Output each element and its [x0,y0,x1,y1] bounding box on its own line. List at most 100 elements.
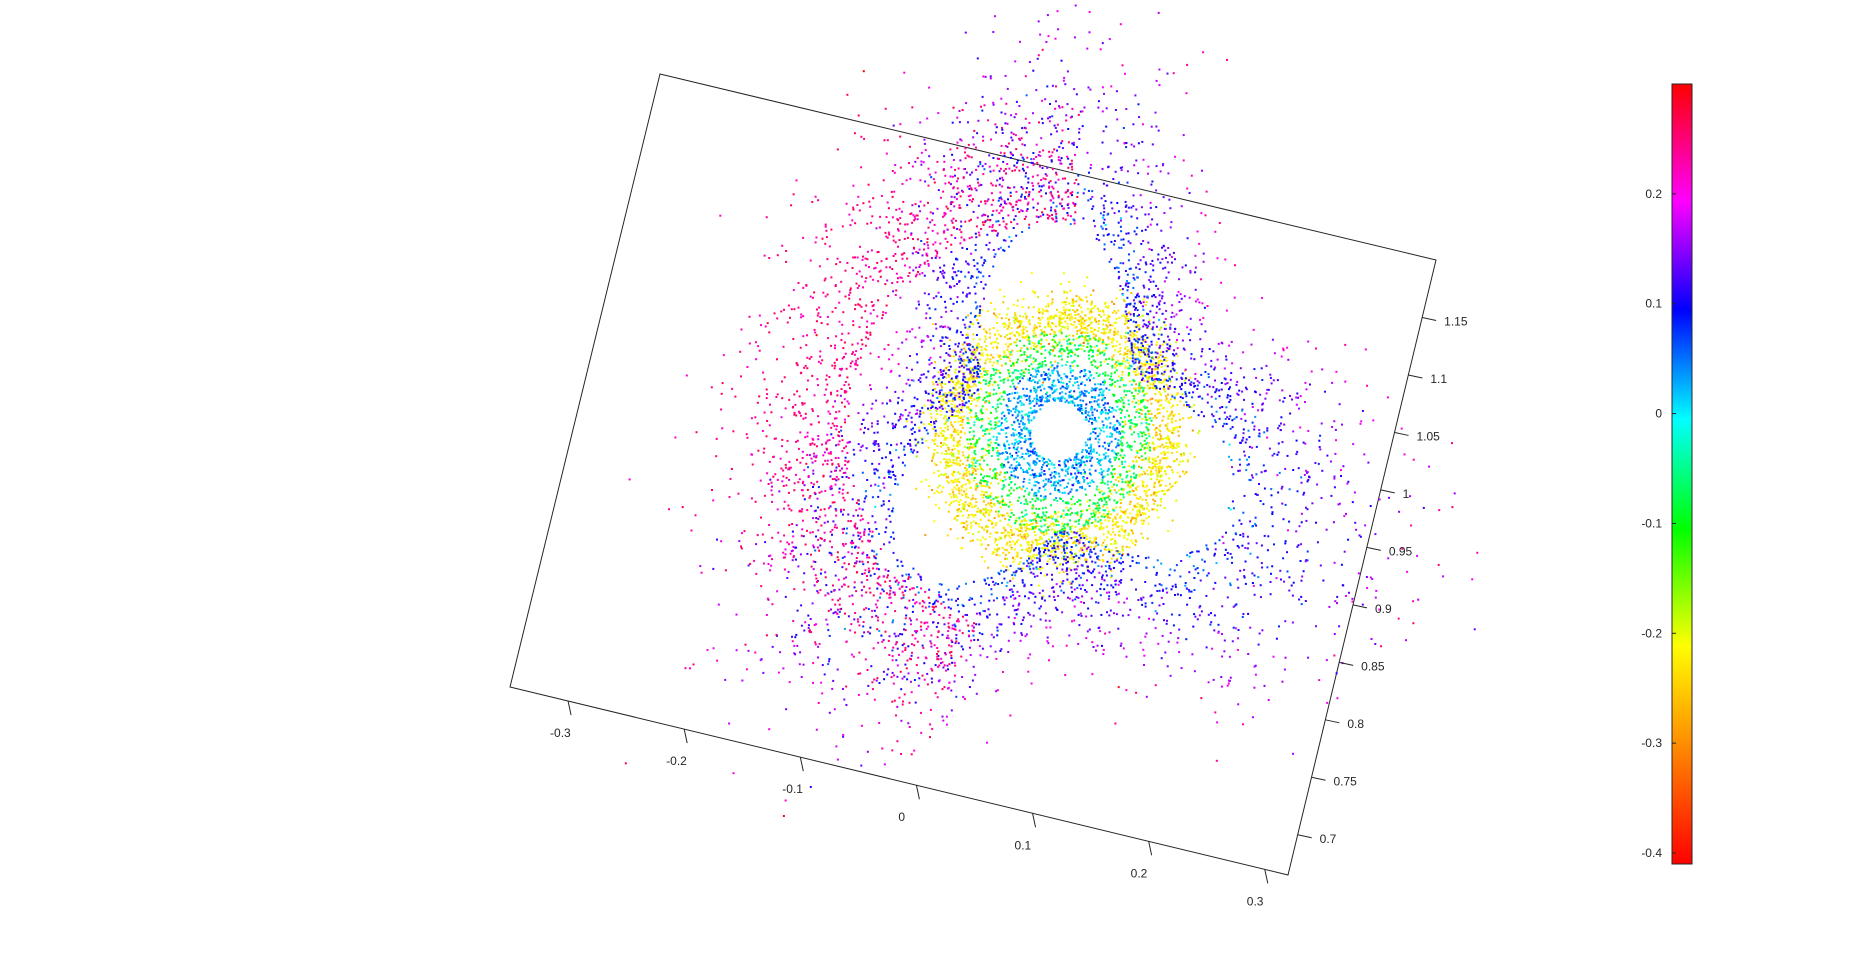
scatter-point [1024,514,1027,517]
scatter-point [1153,462,1156,465]
scatter-point [1130,419,1133,421]
scatter-point [1001,488,1004,491]
scatter-point [1027,452,1029,455]
scatter-point [1035,391,1037,394]
scatter-point [1015,319,1018,322]
scatter-point [1035,454,1038,457]
scatter-point [1154,387,1157,390]
scatter-point [947,465,950,468]
scatter-point [1037,296,1040,299]
scatter-point [944,422,947,425]
scatter-point [1130,433,1133,436]
scatter-point [1025,398,1028,401]
scatter-point [882,482,885,485]
scatter-point [1099,411,1102,414]
scatter-point [987,394,990,397]
scatter-point [1170,418,1173,421]
scatter-point [1083,338,1086,341]
scatter-point [1088,311,1091,314]
scatter-point [1061,312,1064,314]
scatter-point [971,539,974,542]
scatter-point [945,450,947,452]
scatter-point [975,522,977,525]
scatter-point [1145,263,1148,266]
scatter-point [1169,486,1172,489]
scatter-point [1087,525,1090,528]
scatter-point [932,323,935,325]
scatter-point [1083,389,1086,392]
scatter-point [1076,512,1079,515]
scatter-point [1060,355,1063,358]
scatter-point [1096,501,1099,504]
scatter-point [1047,368,1050,371]
scatter-point [966,417,969,420]
scatter-point [1055,554,1057,557]
scatter-point [1154,368,1157,371]
scatter-point [1142,340,1145,343]
scatter-point [891,470,894,473]
scatter-point [1042,518,1045,521]
scatter-point [957,478,960,481]
scatter-point [1167,349,1169,352]
scatter-point [1033,386,1036,389]
scatter-point [1079,486,1082,489]
scatter-point [932,383,935,386]
scatter-point [1043,470,1046,472]
scatter-point [954,371,957,374]
scatter-point [933,471,936,474]
scatter-point [1090,443,1093,446]
scatter-point [1140,386,1143,389]
scatter-point [1057,520,1060,523]
scatter-point [987,445,990,448]
scatter-point [1115,312,1118,315]
scatter-point [998,452,1000,455]
scatter-point [1009,525,1012,528]
scatter-point [1032,417,1035,420]
scatter-point [994,381,997,384]
scatter-point [1056,541,1059,544]
scatter-point [920,240,923,242]
scatter-point [1023,353,1026,356]
scatter-point [1093,225,1096,228]
scatter-point [967,443,970,445]
scatter-point [926,672,929,675]
scatter-point [1016,414,1019,417]
scatter-point [989,411,992,414]
scatter-point [1141,432,1143,435]
scatter-point [1134,487,1137,490]
scatter-point [1041,516,1044,519]
scatter-point [1111,382,1114,385]
scatter-point [1093,514,1096,516]
scatter-point [1158,479,1161,482]
scatter-point [965,377,967,380]
scatter-point [1171,469,1174,472]
scatter-point [980,353,983,356]
scatter-point [987,384,990,387]
scatter-point [1012,474,1015,477]
scatter-point [1110,549,1113,552]
scatter-point [1236,380,1239,383]
scatter-point [876,587,879,590]
scatter-point [1097,488,1100,491]
scatter-point [1149,375,1151,378]
scatter-point [1156,351,1159,354]
scatter-point [1045,530,1048,533]
scatter-point [817,529,820,532]
scatter-point [1114,327,1117,330]
scatter-point [998,420,1001,423]
scatter-point [1036,553,1039,556]
scatter-point [1115,454,1118,457]
scatter-point [1050,528,1053,531]
scatter-point [987,417,990,420]
scatter-point [1122,519,1125,522]
scatter-point [1080,462,1083,464]
scatter-point [986,357,989,360]
scatter-point [1142,399,1145,401]
scatter-point [1134,346,1137,349]
scatter-point [962,454,965,457]
scatter-point [1038,455,1041,457]
scatter-point [1097,383,1100,386]
scatter-point [1033,554,1036,557]
scatter-point [1063,523,1066,526]
scatter-point [954,415,957,418]
